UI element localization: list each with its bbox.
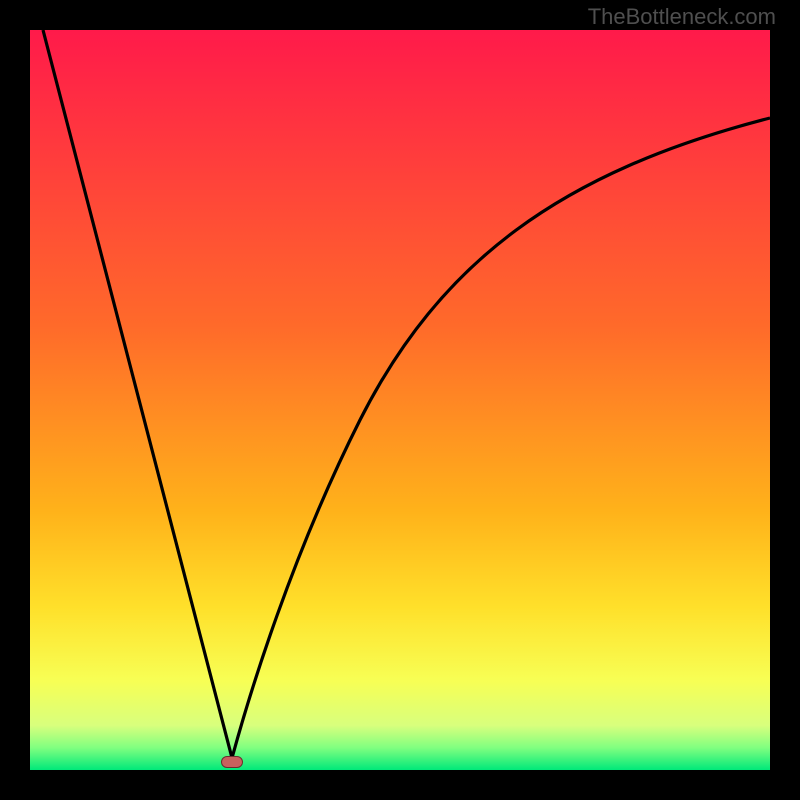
- chart-frame: TheBottleneck.com: [0, 0, 800, 800]
- curve-layer: [0, 0, 800, 800]
- minimum-marker: [221, 756, 243, 768]
- right-branch: [232, 118, 770, 758]
- left-branch: [43, 30, 232, 758]
- attribution-text: TheBottleneck.com: [588, 4, 776, 30]
